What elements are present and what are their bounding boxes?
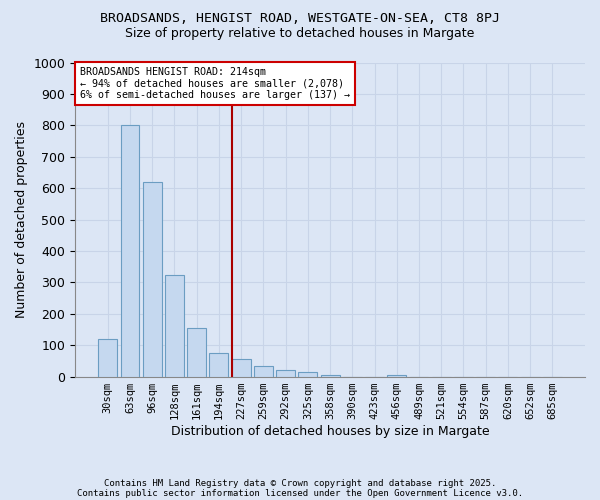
Bar (143, 182, 161, 376)
Bar (98, 339, 117, 376)
Bar (298, 372, 317, 376)
Bar (121, 126, 139, 376)
Bar (388, 375, 406, 376)
Bar (232, 360, 251, 376)
Text: BROADSANDS, HENGIST ROAD, WESTGATE-ON-SEA, CT8 8PJ: BROADSANDS, HENGIST ROAD, WESTGATE-ON-SE… (100, 12, 500, 26)
Text: Contains public sector information licensed under the Open Government Licence v3: Contains public sector information licen… (77, 488, 523, 498)
Text: BROADSANDS HENGIST ROAD: 214sqm
← 94% of detached houses are smaller (2,078)
6% : BROADSANDS HENGIST ROAD: 214sqm ← 94% of… (80, 67, 350, 100)
X-axis label: Distribution of detached houses by size in Margate: Distribution of detached houses by size … (171, 424, 490, 438)
Y-axis label: Number of detached properties: Number of detached properties (15, 121, 28, 318)
Text: Size of property relative to detached houses in Margate: Size of property relative to detached ho… (125, 28, 475, 40)
Bar (209, 353, 229, 376)
Bar (254, 366, 273, 376)
Bar (320, 375, 340, 376)
Bar (165, 274, 184, 376)
Bar (187, 328, 206, 376)
Bar (276, 370, 295, 376)
Text: Contains HM Land Registry data © Crown copyright and database right 2025.: Contains HM Land Registry data © Crown c… (104, 478, 496, 488)
